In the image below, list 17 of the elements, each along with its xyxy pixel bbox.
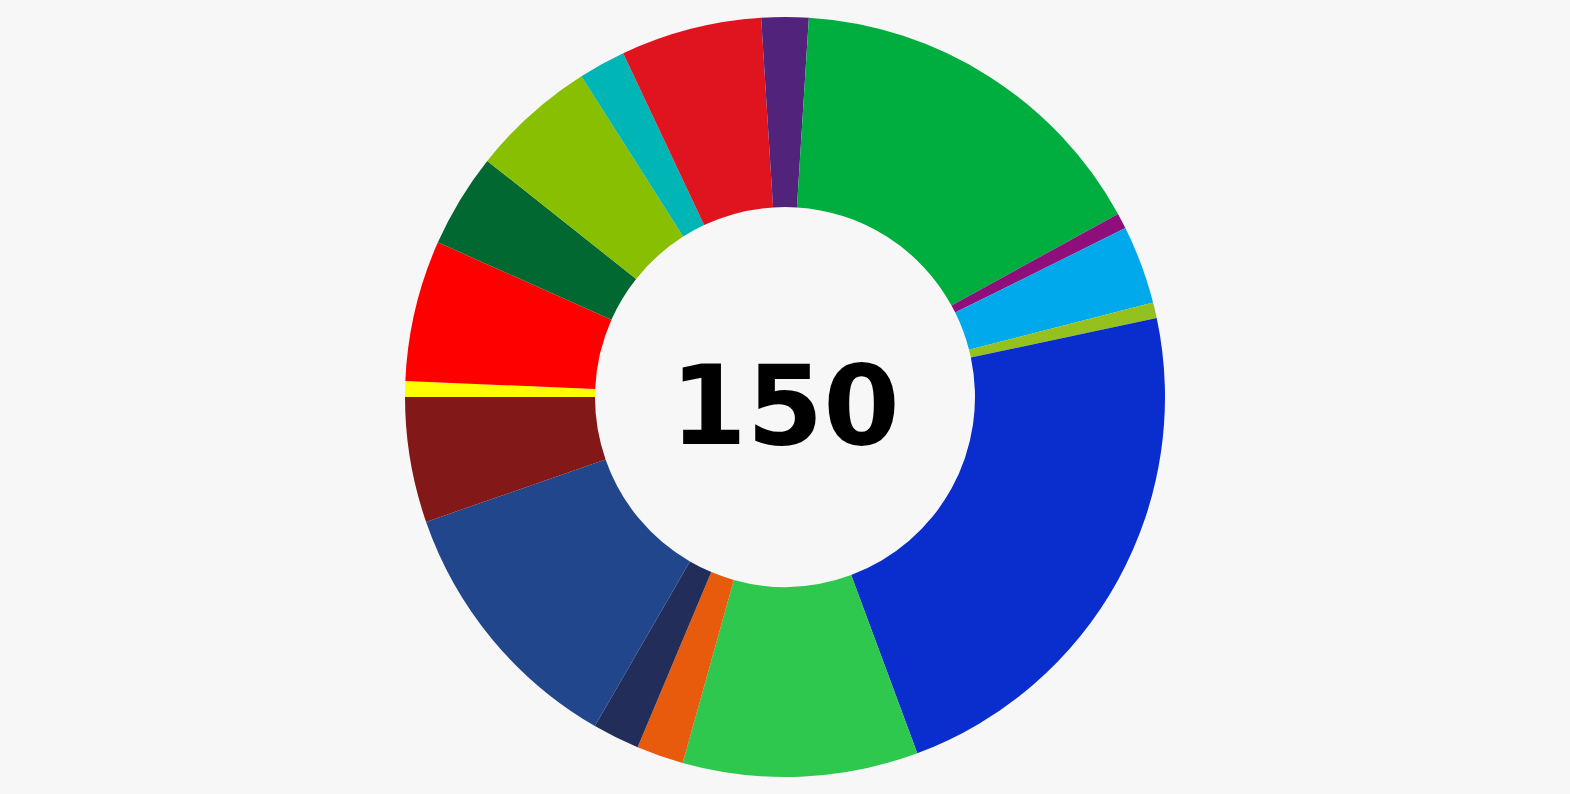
text: 150 bbox=[670, 342, 900, 470]
donut-slice bbox=[437, 160, 637, 320]
donut-slice bbox=[594, 561, 712, 748]
donut-slice bbox=[405, 397, 606, 522]
donut-slice bbox=[637, 572, 734, 763]
donut-slice bbox=[951, 213, 1126, 313]
donut-slice bbox=[487, 76, 684, 279]
donut-slice bbox=[581, 53, 705, 237]
donut-slice bbox=[761, 17, 809, 208]
donut-slice bbox=[623, 17, 774, 226]
donut-slice bbox=[405, 242, 612, 389]
donut-slice bbox=[955, 228, 1154, 350]
donut-slice bbox=[405, 381, 596, 397]
donut-slice bbox=[969, 302, 1157, 358]
donut-slice bbox=[682, 575, 918, 777]
donut-slice bbox=[796, 17, 1118, 306]
donut-slice bbox=[426, 459, 690, 727]
